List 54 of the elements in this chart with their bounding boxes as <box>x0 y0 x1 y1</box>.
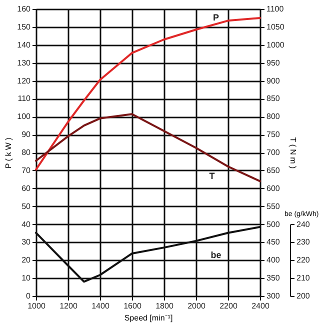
x-tick-label: 2000 <box>188 302 206 310</box>
y-tick-label: 80 <box>22 148 32 157</box>
y-tick-label: 130 <box>17 58 32 68</box>
y2-tick-label: 650 <box>266 166 280 175</box>
y2-axis-title: T ( N m ) <box>288 137 298 170</box>
y2-tick-label: 350 <box>266 274 280 283</box>
x-axis-title: Speed [min⁻¹] <box>124 314 173 322</box>
x-tick-label: 1000 <box>28 302 46 310</box>
y3-tick-label: 210 <box>296 274 310 283</box>
y-tick-label: 40 <box>22 220 32 229</box>
series-label: P <box>212 12 220 23</box>
y2-tick-label: 500 <box>266 220 280 229</box>
y-tick-label: 120 <box>17 76 32 86</box>
y3-tick-label: 230 <box>296 238 310 247</box>
y2-tick-label: 750 <box>266 130 280 140</box>
y2-tick-label: 800 <box>266 112 280 122</box>
y-tick-label: 50 <box>22 202 32 211</box>
y-tick-label: 100 <box>17 112 32 122</box>
x-tick-label: 1400 <box>92 302 110 310</box>
y-tick-label: 10 <box>22 274 32 283</box>
y-tick-label: 30 <box>22 238 32 247</box>
x-tick-label: 1800 <box>156 302 174 310</box>
y2-tick-label: 600 <box>266 184 280 193</box>
y2-tick-label: 450 <box>266 238 280 247</box>
y-tick-label: 140 <box>17 40 32 50</box>
y-tick-label: 160 <box>17 4 32 14</box>
x-tick-label: 2200 <box>220 302 238 310</box>
y2-tick-label: 1000 <box>266 40 285 50</box>
y-tick-label: 20 <box>22 256 32 265</box>
y-axis-title: P ( k W ) <box>4 137 14 168</box>
y-tick-label: 110 <box>18 94 32 104</box>
y-tick-label: 150 <box>17 22 32 32</box>
y2-tick-label: 300 <box>266 292 280 300</box>
x-tick-label: 2400 <box>252 302 270 310</box>
y3-tick-label: 240 <box>296 220 310 229</box>
y2-tick-label: 850 <box>266 94 280 104</box>
y-tick-label: 70 <box>22 166 32 175</box>
y2-tick-label: 700 <box>266 148 280 157</box>
series-label: T <box>209 170 216 181</box>
y3-tick-label: 220 <box>296 256 310 265</box>
line-series <box>35 113 261 182</box>
y-tick-label: 0 <box>26 292 32 300</box>
x-tick-label: 1600 <box>124 302 142 310</box>
y2-tick-label: 1100 <box>266 4 284 14</box>
y3-tick-label: 200 <box>296 292 310 300</box>
y2-tick-label: 950 <box>266 58 280 68</box>
y2-tick-label: 1050 <box>266 22 285 32</box>
y-tick-label: 90 <box>22 130 32 140</box>
y2-tick-label: 900 <box>266 76 280 86</box>
y2-tick-label: 400 <box>266 256 280 265</box>
y-tick-label: 60 <box>22 184 32 193</box>
series-label: be <box>210 250 222 260</box>
x-tick-label: 1200 <box>60 302 78 310</box>
y2-tick-label: 550 <box>266 202 280 211</box>
